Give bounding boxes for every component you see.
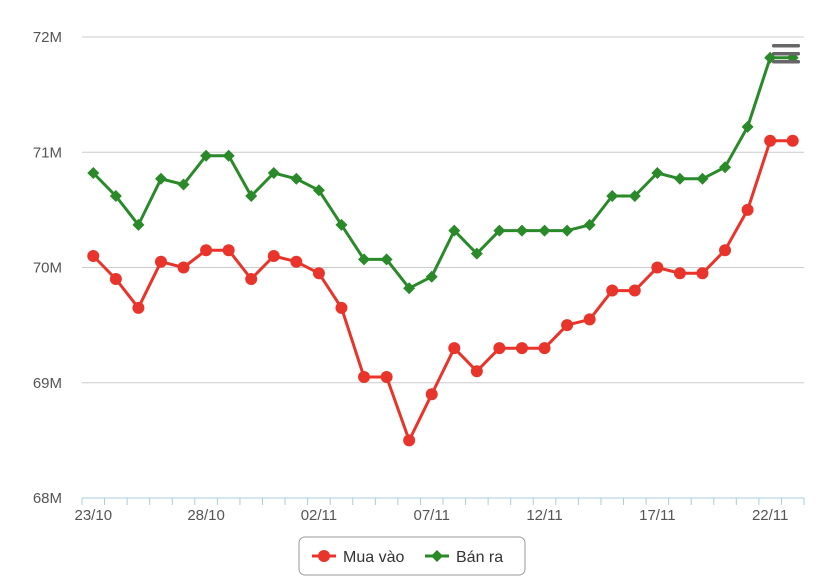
series-1-point xyxy=(493,224,506,237)
chart-menu-button[interactable] xyxy=(770,40,802,66)
series-1-point xyxy=(335,218,348,231)
series-0-point xyxy=(403,434,416,447)
series-0-point xyxy=(358,370,371,383)
series-0-point xyxy=(606,284,619,297)
series-1-point xyxy=(741,120,754,133)
series-0-point xyxy=(673,267,686,280)
series-0-point xyxy=(245,273,258,286)
legend-label-ban-ra: Bán ra xyxy=(456,549,503,566)
y-tick-label-4: 72M xyxy=(33,29,62,46)
series-0-point xyxy=(222,244,235,257)
series-0-point xyxy=(719,244,732,257)
series-0-point xyxy=(561,319,574,332)
series-1-point xyxy=(448,224,461,237)
series-0-point xyxy=(515,342,528,355)
series-1-point xyxy=(583,218,596,231)
x-tick-label-5: 17/11 xyxy=(639,507,675,524)
series-1-point xyxy=(154,172,167,185)
series-1-point xyxy=(87,166,100,179)
series-1-point xyxy=(380,253,393,266)
series-1-point xyxy=(403,282,416,295)
legend-item-ban-ra[interactable]: Bán ra xyxy=(425,549,503,566)
series-1-point xyxy=(267,166,280,179)
series-0-point xyxy=(764,134,777,147)
x-tick-label-6: 22/11 xyxy=(752,507,788,524)
series-1-point xyxy=(538,224,551,237)
series-1-point xyxy=(200,149,213,162)
y-tick-label-3: 71M xyxy=(33,144,62,161)
series-0-point xyxy=(290,255,303,268)
x-tick-label-4: 12/11 xyxy=(526,507,562,524)
series-1-point xyxy=(109,190,122,203)
series-0-point xyxy=(132,301,145,314)
y-tick-label-1: 69M xyxy=(33,375,62,392)
legend-marker-ban-ra xyxy=(431,550,443,562)
series-1-point xyxy=(290,172,303,185)
legend-item-mua-vao[interactable]: Mua vào xyxy=(312,549,404,566)
y-axis-labels: 68M 69M 70M 71M 72M xyxy=(33,29,62,507)
series-1-point xyxy=(696,172,709,185)
series-1-point xyxy=(312,184,325,197)
legend: Mua vào Bán ra xyxy=(298,536,526,576)
series-1-point xyxy=(673,172,686,185)
series-0-point xyxy=(583,313,596,326)
series-1-line xyxy=(92,56,793,290)
series-0-point xyxy=(267,249,280,262)
series-0-point xyxy=(470,365,483,378)
x-axis: 23/10 28/10 02/11 07/11 12/11 17/11 22/11 xyxy=(75,497,805,524)
series-0-point xyxy=(628,284,641,297)
y-tick-label-2: 70M xyxy=(33,260,62,277)
series-1-point xyxy=(606,190,619,203)
series-0-point xyxy=(651,261,664,274)
series-0-point xyxy=(177,261,190,274)
series-1-point xyxy=(561,224,574,237)
series-1-point xyxy=(628,190,641,203)
series-1-point xyxy=(358,253,371,266)
series-0-point xyxy=(200,244,213,257)
x-tick-label-2: 02/11 xyxy=(301,507,337,524)
y-tick-label-0: 68M xyxy=(33,490,62,507)
series-1-point xyxy=(245,190,258,203)
x-tick-label-1: 28/10 xyxy=(187,507,225,524)
grid-lines xyxy=(82,36,804,384)
series-1-point xyxy=(222,149,235,162)
series-1-point xyxy=(425,270,438,283)
series-1-point xyxy=(651,166,664,179)
legend-label-mua-vao: Mua vào xyxy=(343,549,404,566)
hamburger-menu-icon xyxy=(772,44,800,64)
series-0-point xyxy=(425,388,438,401)
series-layer xyxy=(87,51,799,447)
series-1-point xyxy=(132,218,145,231)
series-0-point xyxy=(448,342,461,355)
series-0-point xyxy=(335,301,348,314)
series-1-point xyxy=(515,224,528,237)
series-1-point xyxy=(470,247,483,260)
series-1-point xyxy=(719,161,732,174)
series-0-line xyxy=(92,139,793,442)
series-0-point xyxy=(741,203,754,216)
series-0-point xyxy=(380,370,393,383)
series-0-point xyxy=(696,267,709,280)
series-0-point xyxy=(154,255,167,268)
series-0-point xyxy=(312,267,325,280)
x-tick-label-0: 23/10 xyxy=(75,507,113,524)
legend-marker-mua-vao xyxy=(318,550,330,562)
series-0-point xyxy=(109,273,122,286)
series-0-point xyxy=(493,342,506,355)
series-1-point xyxy=(177,178,190,191)
series-0-point xyxy=(538,342,551,355)
x-tick-label-3: 07/11 xyxy=(414,507,450,524)
series-0-point xyxy=(87,249,100,262)
series-0-point xyxy=(786,134,799,147)
